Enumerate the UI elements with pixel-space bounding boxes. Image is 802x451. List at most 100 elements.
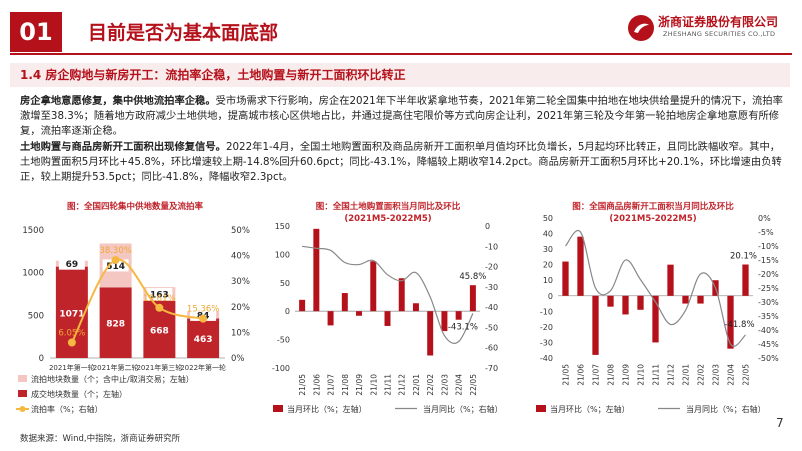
x-tick-label: 21/11 [652,364,661,386]
legend-swatch-completed [18,390,27,397]
label-unsold-rate: 38.30% [99,246,131,256]
bar-completed-label: 1071 [59,309,84,319]
y-left-tick-label: 40 [543,230,553,239]
bar-mom [455,311,462,320]
y-right-tick-label: 0 [485,222,490,231]
y-right-tick-label: -60 [485,344,498,353]
bar-mom [313,228,320,312]
bar-mom [327,311,334,326]
x-tick-label: 2022年第一轮 [180,363,226,372]
x-tick-label: 21/07 [327,374,336,396]
x-tick-label: 22/05 [469,374,478,396]
x-tick-label: 21/05 [298,374,307,396]
bar-completed-label: 463 [194,335,213,345]
y-left-tick-label: 10 [543,276,553,285]
legend-label-mom: 当月环比（%；左轴） [287,404,367,414]
point-unsold-rate [155,303,164,312]
y-right-tick-label: -45% [758,340,779,349]
header-divider [10,53,792,55]
section-subtitle: 1.4 房企购地与新房开工：流拍率企稳，土地购置与新开工面积环比转正 [20,68,406,82]
legend-marker-rate [19,406,26,412]
y-left-tick-label: 1500 [22,226,44,236]
y-right-tick-label: -20 [485,263,498,272]
y-right-tick-label: -50% [758,354,779,363]
y-left-tick-label: -100 [272,364,290,373]
y-right-tick-label: -25% [758,284,779,293]
point-unsold-rate [199,314,208,323]
bar-mom [697,295,704,304]
y-right-tick-label: 0% [231,354,245,364]
chart2-title-main: 图：全国土地购置面积当月同比及环比 [315,202,461,212]
x-tick-label: 21/10 [637,364,646,386]
x-tick-label: 21/11 [384,374,393,396]
legend-label-unsold: 流拍地块数量（个；含中止/取消交易；左轴） [31,374,194,384]
bar-mom [637,295,644,310]
x-tick-label: 21/09 [355,374,364,396]
annotation-mom-latest: 20.1% [730,252,757,262]
section-number: 01 [10,12,62,52]
y-left-tick-label: 0 [548,292,553,301]
page-number: 7 [776,416,784,430]
x-tick-label: 2021年第二轮 [93,363,139,372]
y-right-tick-label: 50% [231,226,250,236]
x-tick-label: 21/12 [398,374,407,396]
y-right-tick-label: -30% [758,298,779,307]
chart2-title: 图：全国土地购置面积当月同比及环比 (2021M5-2022M5) [268,201,508,225]
bar-mom [356,311,363,316]
label-unsold-rate: 6.05% [58,329,85,339]
y-right-tick-label: -40 [485,303,498,312]
bar-unsold-label: 514 [106,262,125,272]
label-unsold-rate: 19.61% [143,294,175,304]
bar-completed [99,287,132,358]
bar-mom [652,295,659,343]
legend-label-yoy: 当月同比（%；右轴） [686,404,766,414]
chart1-title: 图：全国四轮集中供地数量及流拍率 [66,202,203,212]
y-left-tick-label: -40 [540,354,553,363]
y-left-tick-label: 50 [543,214,553,223]
line-yoy [302,245,474,344]
line-unsold-rate [70,258,204,343]
x-tick-label: 21/06 [312,374,321,396]
y-right-tick-label: -20% [758,270,779,279]
paragraph-construction-body: 2022年1-4月，全国土地购置面积及商品房新开工面积单月值均环比负增长，5月起… [20,141,782,183]
y-right-tick-label: -40% [758,326,779,335]
point-unsold-rate [67,338,76,347]
annotation-mom-latest: 45.8% [459,272,486,282]
y-left-tick-label: -10 [540,307,553,316]
x-tick-label: 22/02 [426,374,435,396]
x-tick-label: 21/08 [341,374,350,396]
y-right-tick-label: 20% [231,303,250,313]
y-left-tick-label: 50 [280,279,290,288]
bar-mom [562,261,569,296]
y-left-tick-label: 0 [285,307,290,316]
chart3-title: 图：全国商品房新开工面积当月同比及环比 (2021M5-2022M5) [533,201,773,225]
company-name-cn: 浙商证券股份有限公司 [658,15,779,29]
bar-completed-label: 668 [150,326,169,336]
y-left-tick-label: 150 [275,222,290,231]
bar-unsold-label-bg [146,288,173,301]
x-tick-label: 21/08 [607,364,616,386]
bar-mom [469,285,476,312]
subtitle-band [10,63,790,87]
x-tick-label: 21/06 [577,364,586,386]
y-right-tick-label: 10% [231,328,250,338]
x-tick-label: 21/05 [562,364,571,386]
bar-mom [427,311,434,356]
line-yoy [565,229,746,347]
bar-completed-label: 828 [106,320,125,330]
bar-mom [299,299,306,312]
paragraph-land-intent-body: 受市场需求下行影响，房企在2021年下半年收紧拿地节奏，2021年第二轮全国集中… [20,95,783,137]
y-left-tick-label: 1000 [22,269,44,279]
y-left-tick-label: 30 [543,245,553,254]
y-right-tick-label: -10 [485,242,498,251]
x-tick-label: 22/05 [742,364,751,386]
y-left-tick-label: 100 [275,250,290,259]
bar-mom [622,295,629,315]
legend-swatch-unsold [18,375,27,382]
legend-swatch-mom [536,405,546,412]
point-unsold-rate [111,255,120,264]
legend-swatch-mom [273,405,283,412]
paragraph-land-intent: 房企拿地意愿修复，集中供地流拍率企稳。受市场需求下行影响，房企在2021年下半年… [20,94,790,139]
y-right-tick-label: -70 [485,364,498,373]
legend-label-mom: 当月环比（%；左轴） [550,404,630,414]
